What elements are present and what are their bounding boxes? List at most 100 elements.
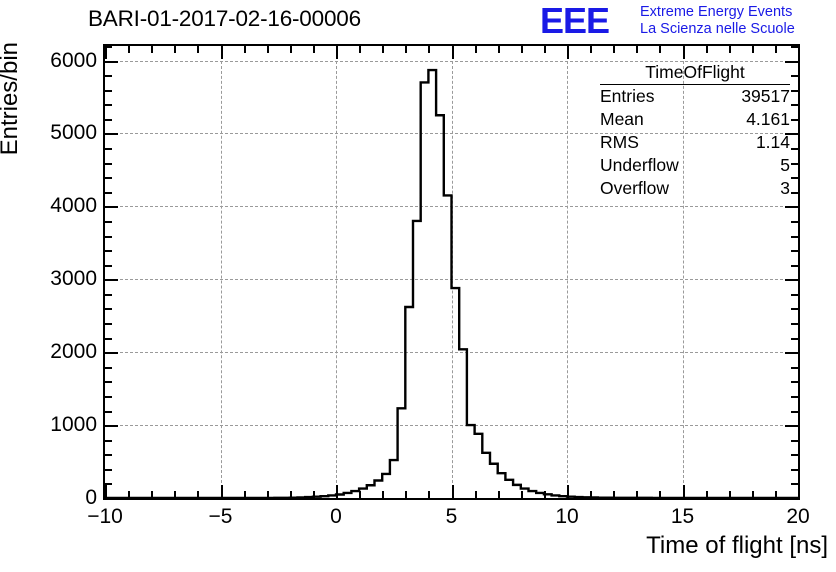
x-tick-minor bbox=[590, 491, 593, 498]
y-tick-minor bbox=[105, 337, 112, 340]
x-tick-major bbox=[682, 485, 685, 498]
y-tick-minor-right bbox=[791, 191, 798, 194]
x-tick-label: 0 bbox=[330, 505, 342, 528]
y-tick-minor bbox=[105, 483, 112, 486]
stats-row-value: 5 bbox=[780, 155, 790, 175]
x-tick-minor-top bbox=[128, 46, 131, 53]
y-tick-minor bbox=[105, 468, 112, 471]
x-tick-minor bbox=[151, 491, 154, 498]
y-tick-label: 2000 bbox=[50, 340, 97, 364]
y-tick-minor bbox=[105, 148, 112, 151]
x-tick-label: 20 bbox=[786, 505, 810, 528]
x-tick-minor-top bbox=[751, 46, 754, 53]
x-tick-major-top bbox=[451, 46, 454, 59]
y-tick-major bbox=[105, 352, 118, 355]
x-tick-minor bbox=[128, 491, 131, 498]
x-tick-minor-top bbox=[151, 46, 154, 53]
y-tick-minor bbox=[105, 439, 112, 442]
gridline-vertical bbox=[220, 46, 222, 498]
y-tick-major bbox=[105, 425, 118, 428]
y-tick-major bbox=[105, 279, 118, 282]
y-tick-minor-right bbox=[791, 395, 798, 398]
x-tick-minor bbox=[705, 491, 708, 498]
x-tick-minor-top bbox=[543, 46, 546, 53]
x-tick-minor bbox=[751, 491, 754, 498]
x-tick-minor-top bbox=[289, 46, 292, 53]
y-tick-minor-right bbox=[791, 483, 798, 486]
x-tick-major bbox=[220, 485, 223, 498]
x-tick-label: 10 bbox=[555, 505, 579, 528]
x-tick-minor bbox=[428, 491, 431, 498]
y-tick-minor bbox=[105, 454, 112, 457]
y-tick-minor bbox=[105, 264, 112, 267]
y-tick-major-right bbox=[785, 206, 798, 209]
y-tick-minor-right bbox=[791, 308, 798, 311]
eee-logo-line2: La Scienza nelle Scuole bbox=[640, 21, 795, 37]
y-tick-major-right bbox=[785, 425, 798, 428]
stats-row-value: 4.161 bbox=[746, 109, 790, 129]
x-tick-minor bbox=[174, 491, 177, 498]
gridline-horizontal bbox=[105, 60, 798, 62]
stats-row-key: Entries bbox=[600, 86, 655, 106]
x-tick-label: 15 bbox=[670, 505, 695, 528]
y-tick-minor-right bbox=[791, 75, 798, 78]
stats-row: Overflow 3 bbox=[600, 177, 790, 200]
plot-inner bbox=[105, 46, 800, 500]
y-tick-label: 3000 bbox=[50, 267, 97, 291]
stats-row-key: RMS bbox=[600, 132, 639, 152]
y-tick-label: 1000 bbox=[50, 413, 97, 437]
y-tick-label: 0 bbox=[85, 486, 97, 509]
gridline-horizontal bbox=[105, 133, 798, 135]
x-tick-minor-top bbox=[659, 46, 662, 53]
y-tick-minor-right bbox=[791, 264, 798, 267]
x-tick-minor-top bbox=[174, 46, 177, 53]
x-tick-minor-top bbox=[613, 46, 616, 53]
x-tick-minor-top bbox=[359, 46, 362, 53]
x-tick-minor-top bbox=[405, 46, 408, 53]
y-tick-minor-right bbox=[791, 235, 798, 238]
y-tick-minor-right bbox=[791, 454, 798, 457]
y-axis-title: Entries/bin bbox=[0, 42, 23, 156]
x-tick-major bbox=[798, 485, 800, 498]
eee-logo-mark: EEE bbox=[540, 0, 610, 41]
stats-row: Mean 4.161 bbox=[600, 108, 790, 131]
y-tick-minor bbox=[105, 235, 112, 238]
stats-row-key: Underflow bbox=[600, 155, 679, 175]
y-tick-minor-right bbox=[791, 439, 798, 442]
x-tick-major-top bbox=[798, 46, 800, 59]
y-tick-minor bbox=[105, 162, 112, 165]
x-tick-minor bbox=[497, 491, 500, 498]
x-tick-minor-top bbox=[636, 46, 639, 53]
histogram-curve bbox=[105, 68, 799, 500]
stats-rows: Entries 39517 Mean 4.161 RMS 1.14 Underflow 5 Ov… bbox=[600, 85, 790, 200]
histogram-path bbox=[105, 68, 799, 500]
gridline-vertical bbox=[336, 46, 337, 498]
y-tick-minor bbox=[105, 89, 112, 92]
gridline-horizontal bbox=[105, 425, 798, 427]
x-tick-minor bbox=[728, 491, 731, 498]
x-tick-major-top bbox=[336, 46, 338, 59]
y-tick-minor bbox=[105, 191, 112, 194]
y-tick-minor-right bbox=[791, 89, 798, 92]
x-tick-label: −10 bbox=[87, 505, 123, 528]
y-tick-minor bbox=[105, 308, 112, 311]
y-tick-label: 6000 bbox=[50, 48, 97, 72]
stats-title: TimeOfFlight bbox=[600, 62, 790, 85]
y-tick-minor bbox=[105, 250, 112, 253]
x-tick-minor-top bbox=[474, 46, 477, 53]
x-tick-minor bbox=[289, 491, 292, 498]
x-tick-minor bbox=[266, 491, 269, 498]
x-tick-minor bbox=[659, 491, 662, 498]
y-tick-major-right bbox=[785, 352, 798, 355]
y-tick-minor-right bbox=[791, 46, 798, 48]
y-tick-minor bbox=[105, 293, 112, 296]
y-tick-minor-right bbox=[791, 220, 798, 223]
x-tick-minor bbox=[312, 491, 315, 498]
x-tick-minor bbox=[636, 491, 639, 498]
y-tick-minor-right bbox=[791, 468, 798, 471]
x-tick-major-top bbox=[682, 46, 685, 59]
y-tick-major bbox=[105, 60, 118, 63]
stats-row-value: 3 bbox=[780, 178, 790, 198]
x-tick-minor-top bbox=[590, 46, 593, 53]
x-tick-minor bbox=[520, 491, 523, 498]
